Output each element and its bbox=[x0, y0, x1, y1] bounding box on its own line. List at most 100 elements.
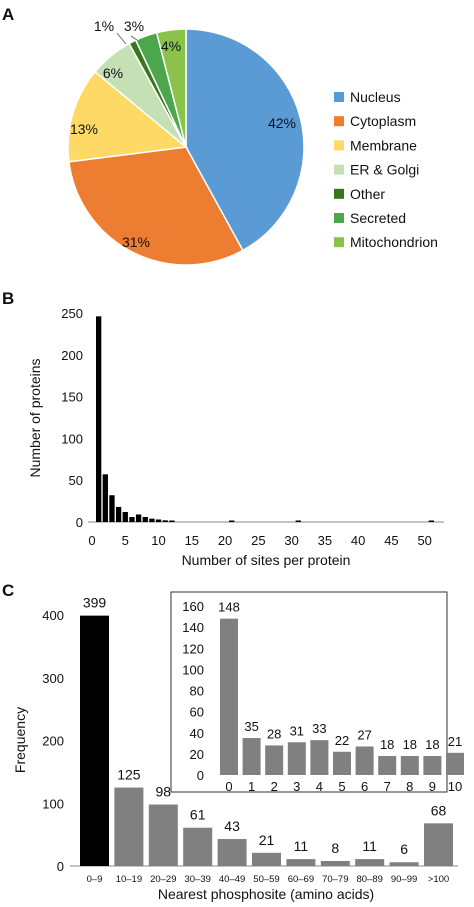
x-tick-label: 3 bbox=[293, 779, 300, 794]
x-tick-label: 10 bbox=[151, 533, 165, 548]
legend-swatch bbox=[334, 92, 344, 102]
x-tick-label: 1 bbox=[248, 779, 255, 794]
legend-swatch bbox=[334, 188, 344, 199]
bar bbox=[115, 506, 122, 522]
bar-value-label: 27 bbox=[357, 727, 371, 742]
bar bbox=[169, 520, 175, 522]
bar bbox=[320, 860, 350, 866]
y-tick-label: 80 bbox=[190, 684, 204, 699]
y-tick-label: 200 bbox=[42, 734, 64, 749]
pie-slice-label: 4% bbox=[161, 38, 181, 54]
bar-value-label: 35 bbox=[244, 719, 258, 734]
x-tick-label: 45 bbox=[384, 533, 398, 548]
bar-value-label: 28 bbox=[267, 726, 281, 741]
x-tick-label: 90–99 bbox=[391, 874, 417, 885]
legend-label: Cytoplasm bbox=[350, 113, 416, 129]
bar bbox=[155, 519, 162, 522]
x-tick-label: 20–29 bbox=[150, 874, 176, 885]
x-tick-label: 10 bbox=[448, 779, 462, 794]
x-tick-label: 25 bbox=[251, 533, 265, 548]
bar bbox=[162, 520, 168, 522]
bar-value-label: 18 bbox=[425, 737, 439, 752]
pie-slice-label: 1% bbox=[94, 18, 114, 34]
pie-slice-nucleus bbox=[185, 28, 305, 252]
legend-swatch bbox=[334, 237, 344, 248]
y-tick-label: 0 bbox=[197, 768, 204, 783]
y-tick-label: 120 bbox=[182, 641, 204, 656]
bar bbox=[252, 852, 281, 866]
bar-value-label: 18 bbox=[380, 737, 394, 752]
y-axis-title: Frequency bbox=[12, 707, 28, 773]
x-tick-label: 0–9 bbox=[87, 874, 103, 885]
pie-slice-label: 31% bbox=[122, 234, 150, 250]
legend-swatch bbox=[334, 140, 344, 151]
legend-swatch bbox=[334, 164, 344, 175]
bar bbox=[333, 751, 351, 775]
bar-value-label: 11 bbox=[362, 838, 377, 854]
y-axis-title: Number of proteins bbox=[27, 358, 43, 477]
bar bbox=[122, 511, 128, 522]
pie-slice-cytoplasm bbox=[68, 146, 244, 266]
bar-value-label: 21 bbox=[448, 734, 462, 749]
bar-value-label: 98 bbox=[156, 784, 172, 800]
bar-value-label: 21 bbox=[259, 832, 275, 848]
y-tick-label: 250 bbox=[61, 306, 83, 321]
y-tick-label: 160 bbox=[182, 599, 204, 614]
legend-label: Mitochondrion bbox=[350, 234, 438, 250]
y-tick-label: 100 bbox=[182, 662, 204, 677]
x-tick-label: >100 bbox=[428, 874, 449, 885]
bar bbox=[95, 316, 102, 522]
x-tick-label: 0 bbox=[88, 533, 95, 548]
x-tick-label: 20 bbox=[218, 533, 232, 548]
legend-label: Membrane bbox=[350, 137, 417, 153]
bar-value-label: 6 bbox=[400, 841, 408, 857]
bar bbox=[265, 745, 284, 775]
y-tick-label: 100 bbox=[42, 796, 64, 811]
x-tick-label: 40 bbox=[351, 533, 365, 548]
y-tick-label: 100 bbox=[61, 431, 83, 446]
y-tick-label: 20 bbox=[190, 747, 204, 762]
y-tick-label: 0 bbox=[76, 515, 83, 530]
leader-line bbox=[130, 35, 138, 41]
x-tick-label: 30 bbox=[284, 533, 298, 548]
bar bbox=[142, 516, 148, 522]
bar-value-label: 33 bbox=[312, 721, 326, 736]
y-tick-label: 300 bbox=[42, 671, 64, 686]
bar bbox=[287, 742, 306, 775]
x-axis-title: Nearest phosphosite (amino acids) bbox=[158, 886, 374, 902]
x-tick-label: 4 bbox=[316, 779, 323, 794]
histogram-nearest-phosphosite: 01002003004003990–912510–199820–296130–3… bbox=[12, 595, 458, 902]
bar-value-label: 11 bbox=[294, 838, 309, 854]
x-tick-label: 7 bbox=[384, 779, 391, 794]
bar bbox=[80, 615, 109, 866]
y-tick-label: 40 bbox=[190, 726, 204, 741]
leader-line bbox=[116, 32, 127, 45]
x-tick-label: 5 bbox=[338, 779, 345, 794]
pie-slice-label: 13% bbox=[70, 121, 98, 137]
bar bbox=[183, 827, 213, 866]
bar bbox=[114, 787, 144, 866]
legend-label: Secreted bbox=[350, 210, 406, 226]
x-tick-label: 40–49 bbox=[219, 874, 245, 885]
y-tick-label: 140 bbox=[182, 620, 204, 635]
pie-slice-membrane bbox=[67, 70, 188, 163]
bar bbox=[149, 518, 155, 522]
pie-slice-label: 42% bbox=[268, 115, 296, 131]
bar-value-label: 61 bbox=[190, 807, 206, 823]
bar bbox=[423, 755, 442, 775]
bar bbox=[400, 755, 419, 775]
bar bbox=[286, 859, 316, 866]
y-tick-label: 60 bbox=[190, 705, 204, 720]
bar bbox=[220, 618, 238, 775]
bar bbox=[295, 520, 301, 522]
y-tick-label: 150 bbox=[61, 390, 83, 405]
x-tick-label: 0 bbox=[225, 779, 232, 794]
x-tick-label: 6 bbox=[361, 779, 368, 794]
histogram-sites-per-protein: 0 50 100 150 200 250 0 5 10 15 20 25 30 35 40 45 50 Numbe… bbox=[27, 306, 444, 568]
bar bbox=[389, 862, 419, 866]
x-tick-label: 50–59 bbox=[253, 874, 279, 885]
panel-label-b: B bbox=[2, 289, 14, 308]
panel-label-a: A bbox=[2, 5, 14, 24]
